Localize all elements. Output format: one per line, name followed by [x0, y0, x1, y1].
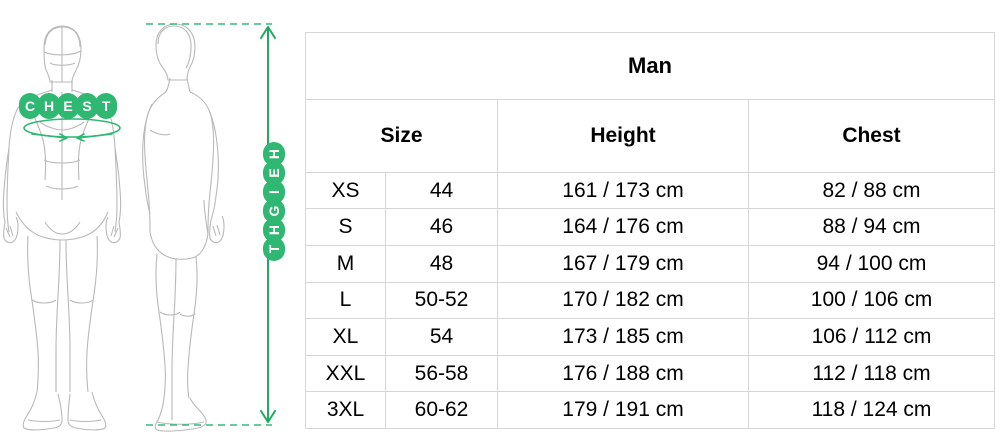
table-row: 3XL 60-62 179 / 191 cm 118 / 124 cm	[305, 391, 995, 429]
size-chart-table: Man Size Height Chest XS 44 161 / 173 cm…	[305, 32, 995, 429]
table-header-row: Size Height Chest	[305, 98, 995, 173]
chest-label-letter: S	[76, 93, 98, 119]
column-header-size: Size	[305, 98, 498, 173]
cell-size-letter: M	[305, 245, 386, 283]
height-label-badge: H E I G H T	[262, 142, 286, 261]
cell-size-number: 56-58	[385, 354, 498, 393]
table-row: XL 54 173 / 185 cm 106 / 112 cm	[305, 318, 995, 356]
cell-size-number: 44	[385, 171, 498, 210]
body-measurement-illustration	[0, 0, 300, 436]
cell-chest: 82 / 88 cm	[748, 171, 995, 210]
chest-measure-ellipse	[23, 118, 121, 138]
cell-height: 167 / 179 cm	[497, 245, 749, 283]
cell-size-number: 46	[385, 208, 498, 247]
cell-size-number: 54	[385, 318, 498, 356]
cell-chest: 94 / 100 cm	[748, 245, 995, 283]
cell-size-number: 48	[385, 245, 498, 283]
table-title: Man	[305, 32, 995, 100]
cell-chest: 88 / 94 cm	[748, 208, 995, 247]
chest-label-letter: T	[95, 93, 117, 119]
man-side-view-figure	[142, 23, 225, 432]
chest-measure-arrows	[31, 133, 113, 142]
table-row: M 48 167 / 179 cm 94 / 100 cm	[305, 245, 995, 283]
table-row: L 50-52 170 / 182 cm 100 / 106 cm	[305, 281, 995, 320]
cell-size-number: 50-52	[385, 281, 498, 320]
column-header-height: Height	[497, 98, 749, 173]
table-title-row: Man	[305, 32, 995, 100]
cell-height: 179 / 191 cm	[497, 391, 749, 429]
cell-height: 161 / 173 cm	[497, 171, 749, 210]
cell-height: 173 / 185 cm	[497, 318, 749, 356]
cell-size-number: 60-62	[385, 391, 498, 429]
cell-size-letter: XL	[305, 318, 386, 356]
cell-size-letter: S	[305, 208, 386, 247]
cell-chest: 112 / 118 cm	[748, 354, 995, 393]
chest-label-badge: C H E S T	[19, 93, 117, 119]
cell-chest: 118 / 124 cm	[748, 391, 995, 429]
cell-chest: 100 / 106 cm	[748, 281, 995, 320]
cell-height: 170 / 182 cm	[497, 281, 749, 320]
chest-label-letter: E	[57, 93, 79, 119]
column-header-chest: Chest	[748, 98, 995, 173]
height-dimension-guides	[146, 23, 272, 426]
cell-size-letter: 3XL	[305, 391, 386, 429]
cell-height: 176 / 188 cm	[497, 354, 749, 393]
cell-size-letter: L	[305, 281, 386, 320]
cell-size-letter: XS	[305, 171, 386, 210]
chest-label-letter: H	[38, 93, 60, 119]
height-label-letter: T	[263, 237, 285, 261]
size-chart-table-container: Man Size Height Chest XS 44 161 / 173 cm…	[305, 32, 995, 429]
cell-height: 164 / 176 cm	[497, 208, 749, 247]
cell-chest: 106 / 112 cm	[748, 318, 995, 356]
table-row: S 46 164 / 176 cm 88 / 94 cm	[305, 208, 995, 247]
cell-size-letter: XXL	[305, 354, 386, 393]
chest-label-letter: C	[19, 93, 41, 119]
table-row: XXL 56-58 176 / 188 cm 112 / 118 cm	[305, 354, 995, 393]
man-front-view-figure	[2, 25, 122, 431]
table-row: XS 44 161 / 173 cm 82 / 88 cm	[305, 171, 995, 210]
